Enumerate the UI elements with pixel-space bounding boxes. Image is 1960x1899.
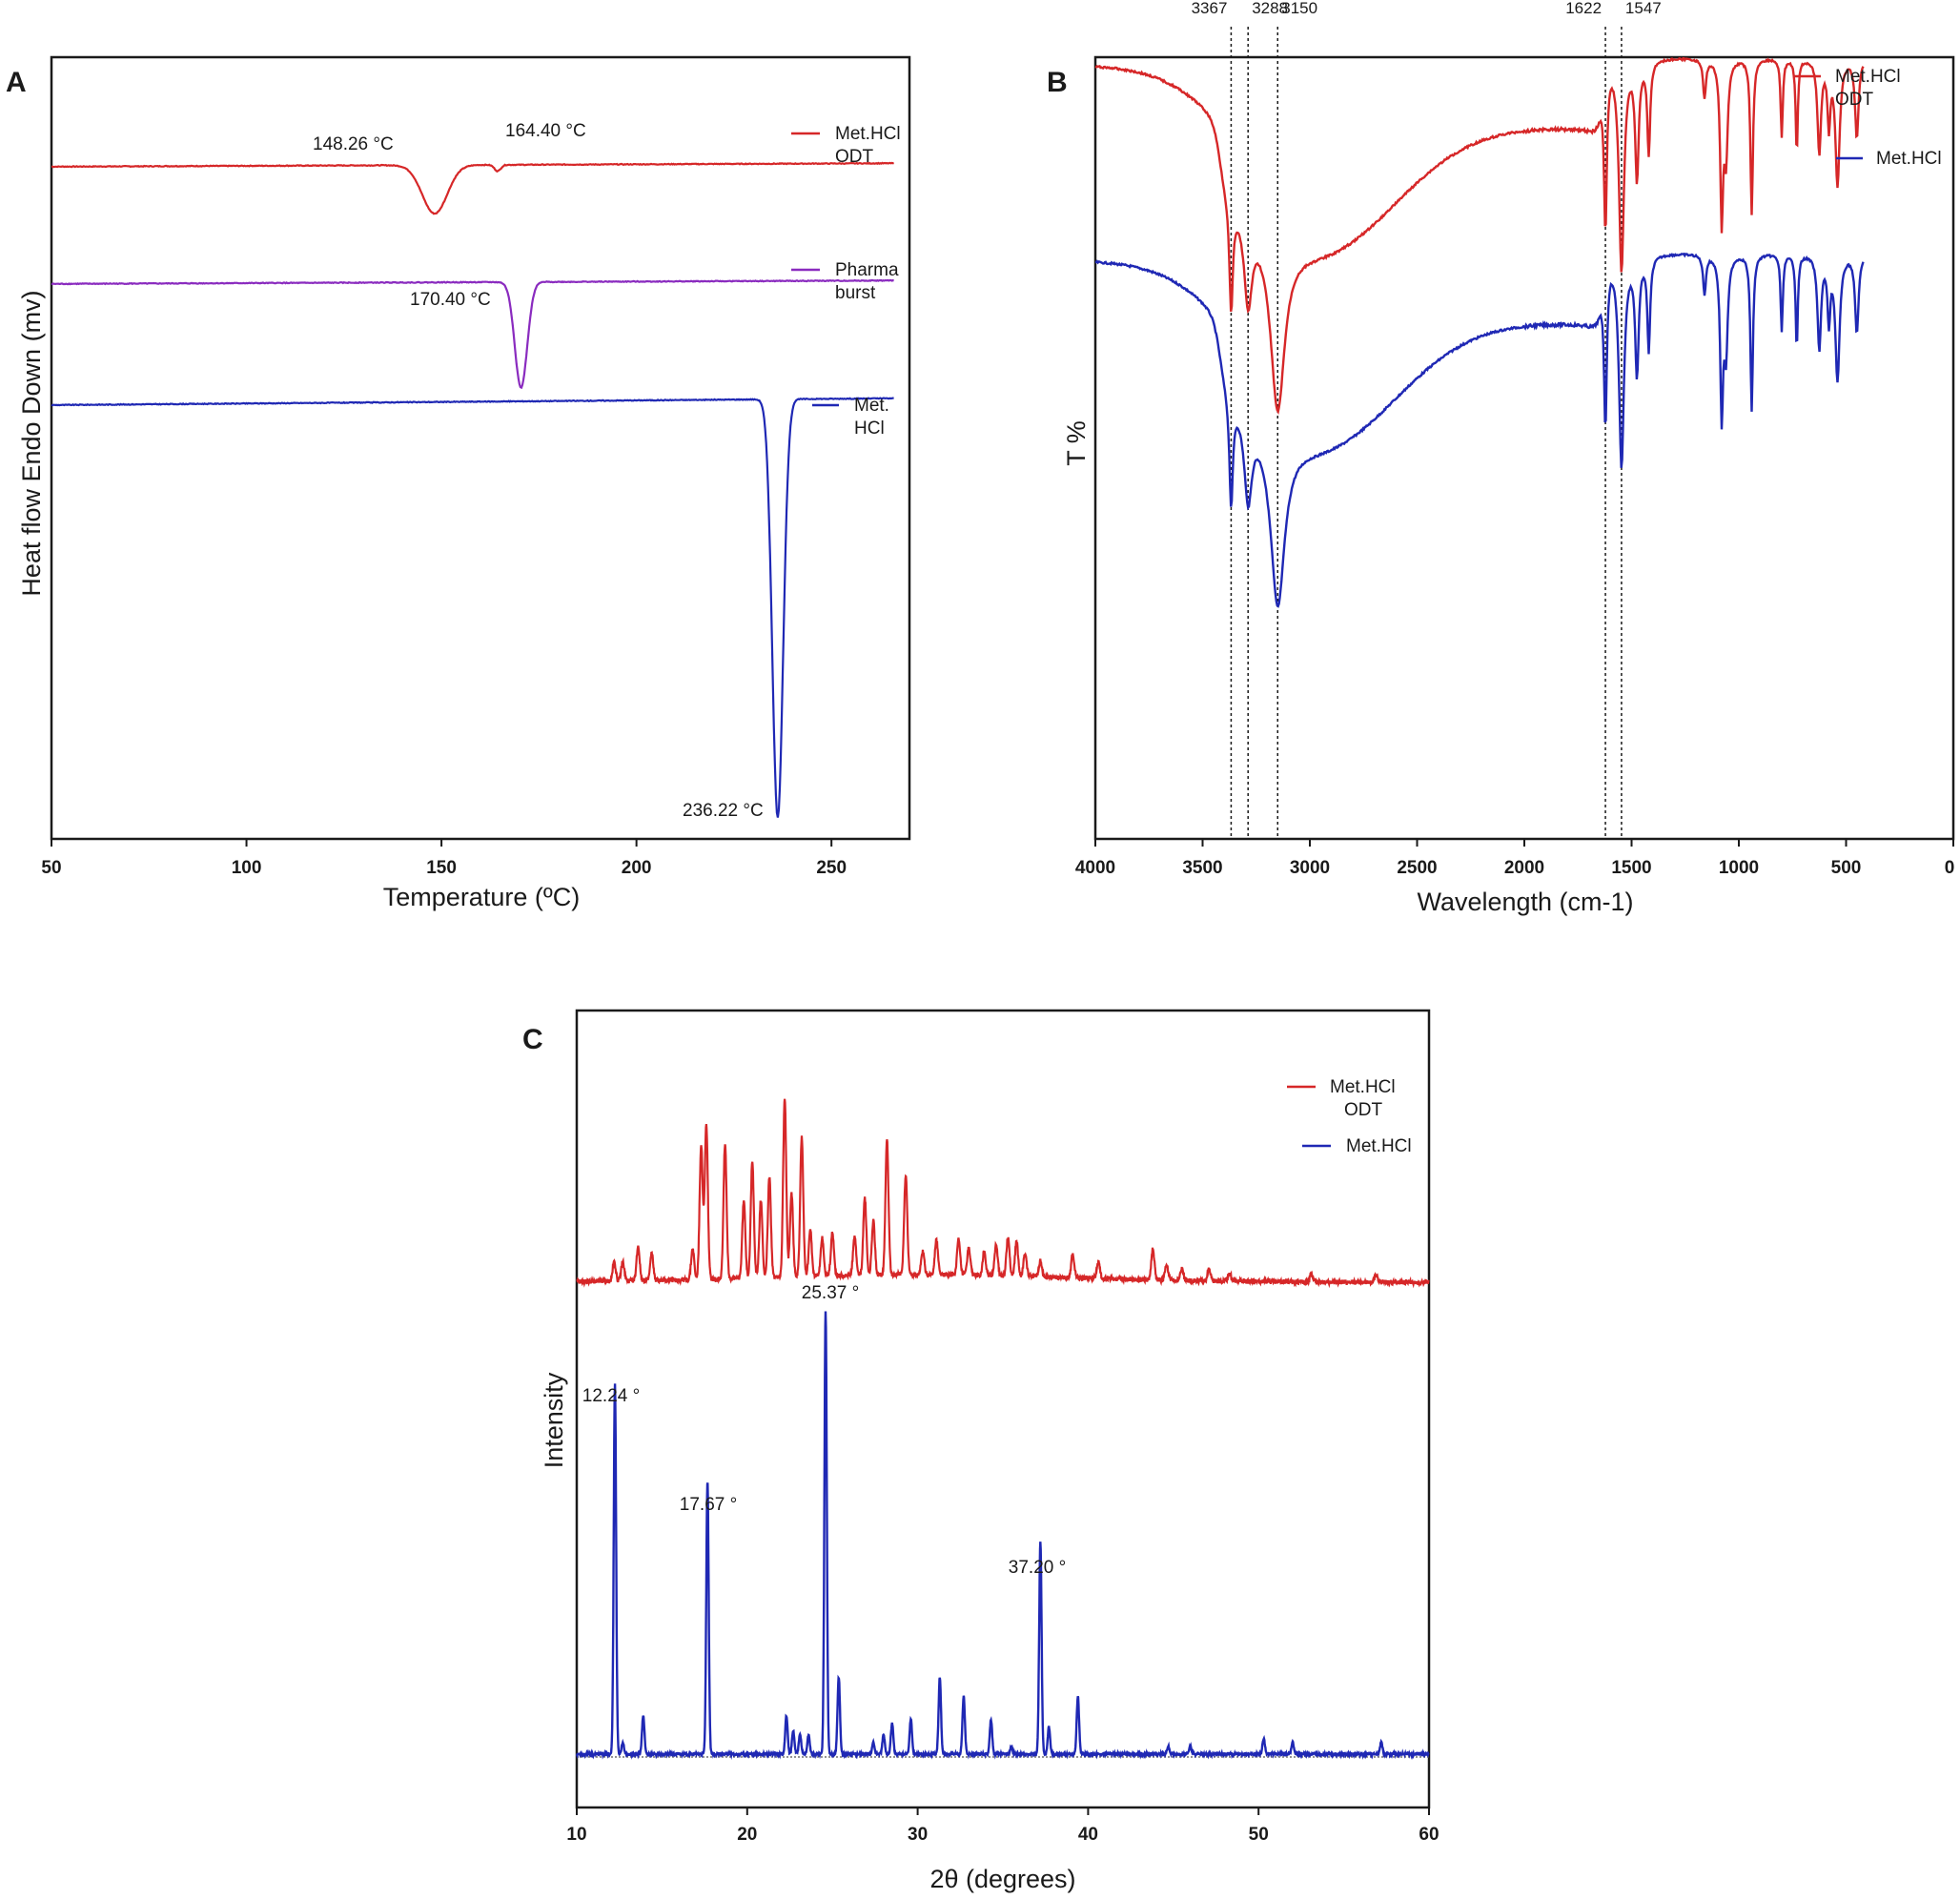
panel-c-label: C xyxy=(522,1024,543,1055)
peak-annotation: 37.20 ° xyxy=(1009,1558,1066,1578)
legend-label-methcl-2: HCl xyxy=(854,419,885,439)
x-tick-label: 500 xyxy=(1831,858,1862,878)
x-tick-label: 50 xyxy=(41,858,61,878)
x-tick-label: 2500 xyxy=(1397,858,1437,878)
reference-line-label: 3150 xyxy=(1281,0,1317,17)
panel-b-ylabel: T % xyxy=(1062,420,1091,466)
reference-line-label: 1622 xyxy=(1565,0,1602,17)
panel-a-frame xyxy=(50,55,911,841)
peak-annotation: 17.67 ° xyxy=(680,1495,737,1515)
ftir-curve-1 xyxy=(1095,252,1865,608)
ftir-curve-0 xyxy=(1094,56,1865,415)
x-tick-label: 100 xyxy=(232,858,262,878)
legend-label-pharma-1: Pharma xyxy=(835,260,899,280)
annotation-236-22: 236.22 °C xyxy=(683,801,764,821)
panel-b-frame xyxy=(1093,55,1955,841)
legend-label-odt-2: ODT xyxy=(1344,1100,1383,1120)
xrd-curve-methcl xyxy=(575,1311,1430,1760)
panel-b-ticks: 4000 3500 3000 2500 2000 1500 1000 500 0 xyxy=(1075,839,1954,878)
legend-label-methcl-1: Met.HCl xyxy=(1876,149,1942,169)
panel-b-curves xyxy=(1094,56,1865,608)
panel-a-ticks: 50 100 150 200 250 xyxy=(41,839,847,878)
panel-a-legend: Met.HCl ODT Pharma burst Met. HCl xyxy=(791,124,901,439)
legend-label-methcl-1: Met. xyxy=(854,396,889,416)
peak-annotation: 25.37 ° xyxy=(802,1283,859,1303)
peak-annotation: 12.24 ° xyxy=(582,1386,640,1406)
dsc-curve-1 xyxy=(51,278,894,390)
annotation-164-40: 164.40 °C xyxy=(505,121,586,141)
dsc-curve-0 xyxy=(51,161,894,215)
legend-label-odt-2: ODT xyxy=(835,147,874,167)
reference-line-label: 1547 xyxy=(1625,0,1662,17)
panel-b-xlabel: Wavelength (cm-1) xyxy=(1417,888,1633,916)
x-tick-label: 250 xyxy=(816,858,847,878)
panel-a-ylabel: Heat flow Endo Down (mv) xyxy=(17,290,46,596)
panel-a-curves xyxy=(51,161,894,818)
legend-label-methcl-1: Met.HCl xyxy=(1346,1136,1412,1156)
x-tick-label: 20 xyxy=(737,1825,757,1845)
legend-label-odt-1: Met.HCl xyxy=(1835,67,1901,87)
legend-label-odt-2: ODT xyxy=(1835,90,1874,110)
x-tick-label: 200 xyxy=(622,858,652,878)
x-tick-label: 150 xyxy=(426,858,457,878)
reference-line-label: 3367 xyxy=(1192,0,1228,17)
panel-a-label: A xyxy=(6,67,27,98)
x-tick-label: 40 xyxy=(1078,1825,1098,1845)
x-tick-label: 0 xyxy=(1945,858,1955,878)
legend-label-pharma-2: burst xyxy=(835,283,876,303)
panel-c: C 10 20 30 40 50 60 12.24 ° 17.67 ° 25.37 ° 37.2… xyxy=(522,1009,1439,1893)
x-tick-label: 3000 xyxy=(1290,858,1330,878)
x-tick-label: 4000 xyxy=(1075,858,1115,878)
xrd-curve-odt xyxy=(576,1098,1430,1289)
panel-c-frame xyxy=(575,1009,1431,1809)
x-tick-label: 3500 xyxy=(1182,858,1222,878)
panel-b-legend: Met.HCl ODT Met.HCl xyxy=(1794,67,1942,169)
x-tick-label: 50 xyxy=(1249,1825,1269,1845)
annotation-148-26: 148.26 °C xyxy=(313,134,394,154)
x-tick-label: 1500 xyxy=(1611,858,1651,878)
x-tick-label: 1000 xyxy=(1719,858,1759,878)
panel-c-ylabel: Intensity xyxy=(540,1372,568,1468)
x-tick-label: 2000 xyxy=(1504,858,1544,878)
panel-b-label: B xyxy=(1047,67,1068,98)
panel-a-xlabel: Temperature (ºC) xyxy=(383,883,580,911)
dsc-curve-2 xyxy=(51,397,894,818)
annotation-170-40: 170.40 °C xyxy=(410,290,491,310)
reference-line-label: 3288 xyxy=(1252,0,1288,17)
panel-c-legend: Met.HCl ODT Met.HCl xyxy=(1287,1077,1412,1156)
panel-c-annotations: 12.24 ° 17.67 ° 25.37 ° 37.20 ° xyxy=(582,1283,1066,1578)
x-tick-label: 60 xyxy=(1419,1825,1439,1845)
legend-label-odt-1: Met.HCl xyxy=(835,124,901,144)
legend-label-odt-1: Met.HCl xyxy=(1330,1077,1396,1097)
panel-c-ticks: 10 20 30 40 50 60 xyxy=(566,1807,1439,1845)
panel-a: A 50 100 150 200 250 148.26 °C 164.40 °C 170… xyxy=(6,55,911,911)
panel-c-curves xyxy=(575,1098,1430,1760)
x-tick-label: 30 xyxy=(908,1825,928,1845)
panel-c-xlabel: 2θ (degrees) xyxy=(929,1865,1075,1893)
x-tick-label: 10 xyxy=(566,1825,586,1845)
